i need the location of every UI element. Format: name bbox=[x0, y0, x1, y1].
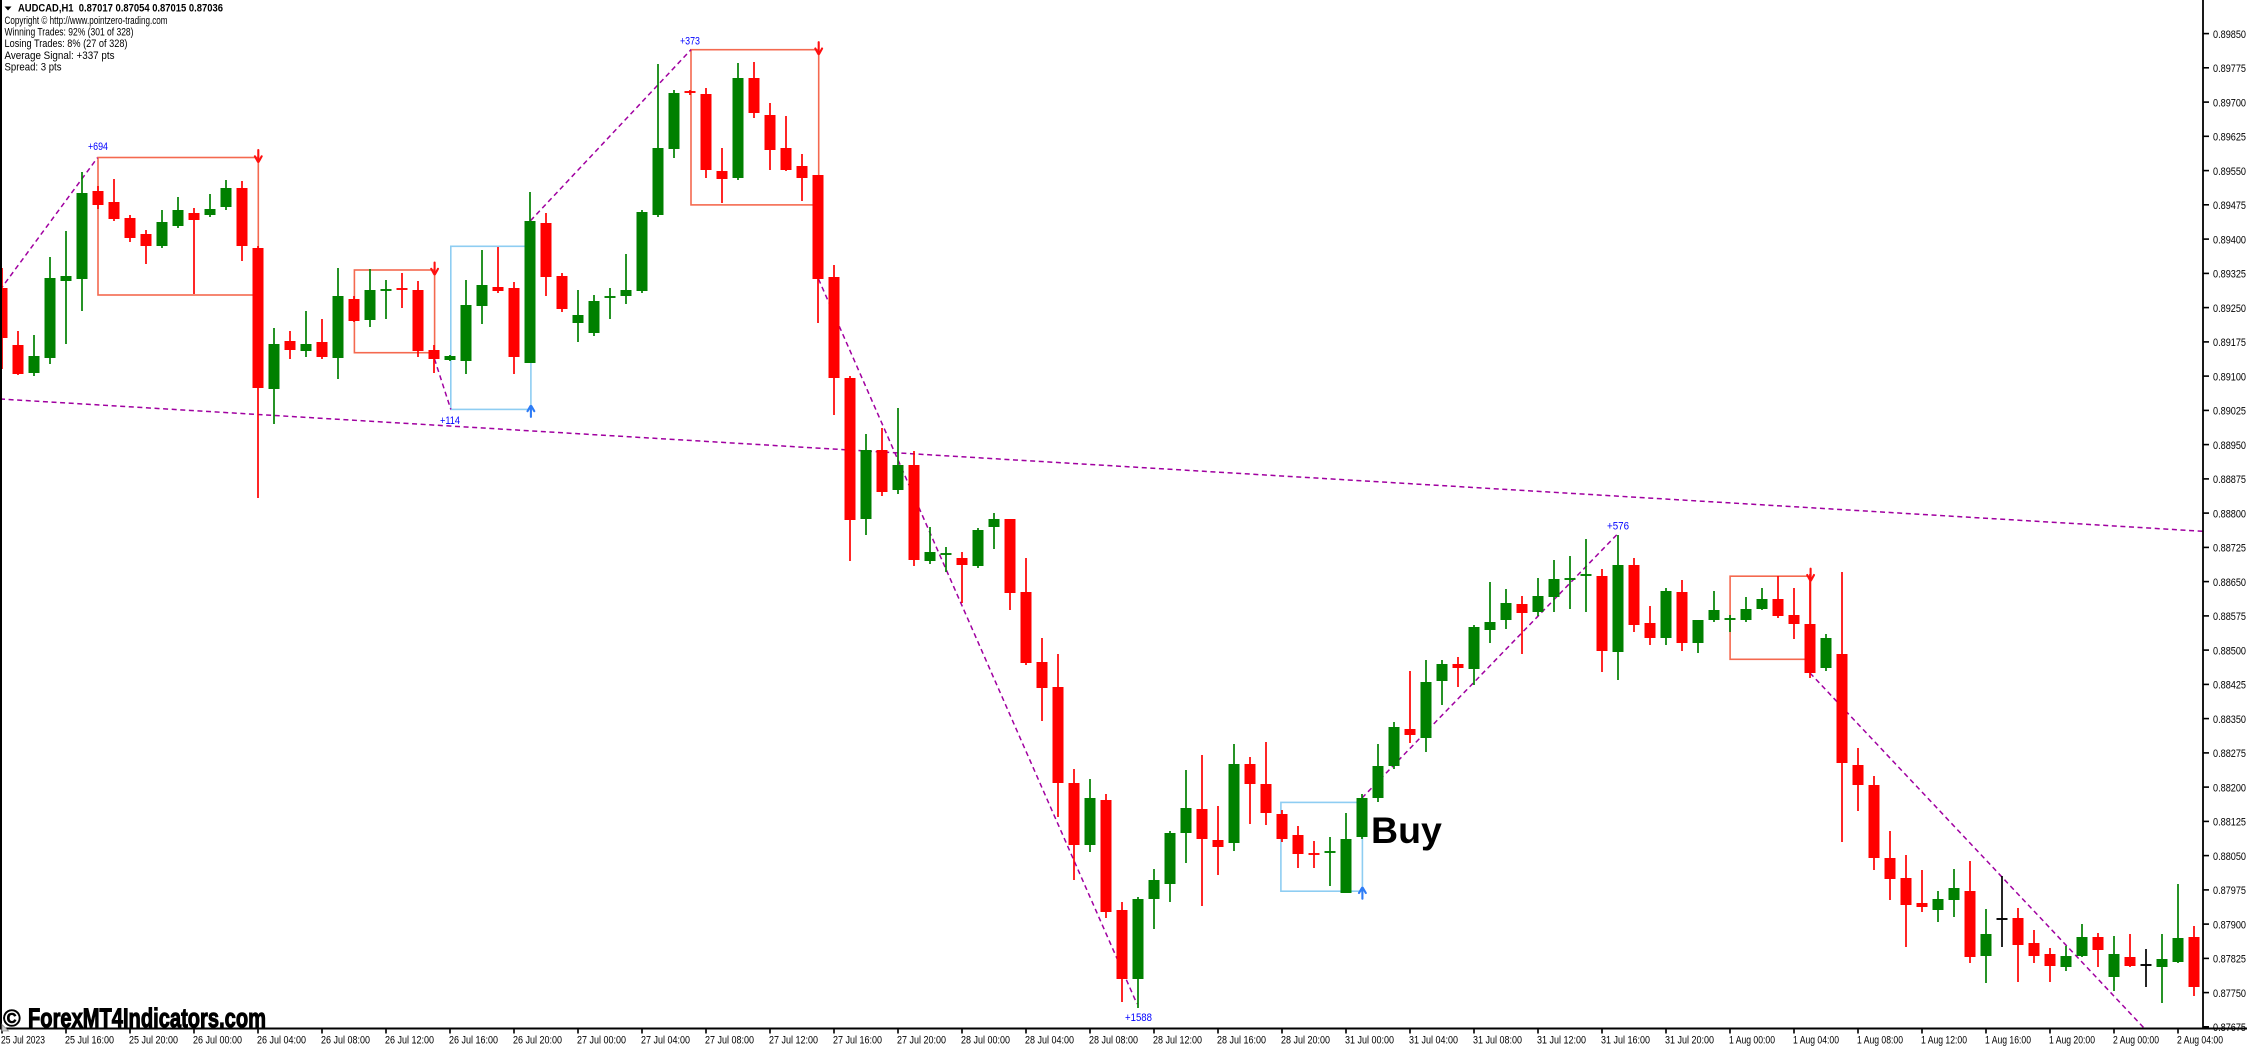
svg-text:28 Jul 00:00: 28 Jul 00:00 bbox=[961, 1035, 1010, 1047]
svg-text:1 Aug 12:00: 1 Aug 12:00 bbox=[1921, 1035, 1967, 1047]
svg-text:0.88350: 0.88350 bbox=[2213, 714, 2246, 726]
svg-text:0.87750: 0.87750 bbox=[2213, 988, 2246, 1000]
svg-text:26 Jul 20:00: 26 Jul 20:00 bbox=[513, 1035, 562, 1047]
svg-text:0.89250: 0.89250 bbox=[2213, 303, 2246, 315]
svg-text:Spread: 3 pts: Spread: 3 pts bbox=[5, 61, 62, 73]
svg-text:26 Jul 08:00: 26 Jul 08:00 bbox=[321, 1035, 370, 1047]
svg-text:0.88425: 0.88425 bbox=[2213, 680, 2246, 692]
svg-text:25 Jul 20:00: 25 Jul 20:00 bbox=[129, 1035, 178, 1047]
svg-text:0.88650: 0.88650 bbox=[2213, 577, 2246, 589]
svg-text:25 Jul 2023: 25 Jul 2023 bbox=[1, 1035, 45, 1047]
svg-text:+694: +694 bbox=[88, 141, 108, 153]
svg-text:0.88275: 0.88275 bbox=[2213, 748, 2246, 760]
svg-text:0.89475: 0.89475 bbox=[2213, 200, 2246, 212]
svg-text:28 Jul 12:00: 28 Jul 12:00 bbox=[1153, 1035, 1202, 1047]
svg-text:27 Jul 12:00: 27 Jul 12:00 bbox=[769, 1035, 818, 1047]
svg-text:+1588: +1588 bbox=[1125, 1012, 1152, 1024]
svg-text:26 Jul 04:00: 26 Jul 04:00 bbox=[257, 1035, 306, 1047]
svg-text:27 Jul 08:00: 27 Jul 08:00 bbox=[705, 1035, 754, 1047]
svg-text:+373: +373 bbox=[680, 36, 700, 48]
svg-text:0.88050: 0.88050 bbox=[2213, 851, 2246, 863]
svg-text:26 Jul 00:00: 26 Jul 00:00 bbox=[193, 1035, 242, 1047]
svg-text:Losing Trades: 8% (27 of 328): Losing Trades: 8% (27 of 328) bbox=[5, 38, 128, 50]
svg-text:28 Jul 04:00: 28 Jul 04:00 bbox=[1025, 1035, 1074, 1047]
svg-text:ForexMT4Indicators.com: ForexMT4Indicators.com bbox=[28, 1003, 266, 1033]
svg-text:27 Jul 00:00: 27 Jul 00:00 bbox=[577, 1035, 626, 1047]
svg-text:25 Jul 16:00: 25 Jul 16:00 bbox=[65, 1035, 114, 1047]
svg-text:31 Jul 16:00: 31 Jul 16:00 bbox=[1601, 1035, 1650, 1047]
svg-text:0.88575: 0.88575 bbox=[2213, 611, 2246, 623]
svg-text:1 Aug 20:00: 1 Aug 20:00 bbox=[2049, 1035, 2095, 1047]
svg-text:+576: +576 bbox=[1607, 521, 1629, 533]
svg-text:31 Jul 08:00: 31 Jul 08:00 bbox=[1473, 1035, 1522, 1047]
svg-text:0.88200: 0.88200 bbox=[2213, 782, 2246, 794]
svg-text:1 Aug 04:00: 1 Aug 04:00 bbox=[1793, 1035, 1839, 1047]
svg-text:0.88125: 0.88125 bbox=[2213, 817, 2246, 829]
svg-text:1 Aug 00:00: 1 Aug 00:00 bbox=[1729, 1035, 1775, 1047]
svg-text:0.89325: 0.89325 bbox=[2213, 269, 2246, 281]
svg-text:28 Jul 16:00: 28 Jul 16:00 bbox=[1217, 1035, 1266, 1047]
svg-text:0.88725: 0.88725 bbox=[2213, 543, 2246, 555]
svg-text:0.87900: 0.87900 bbox=[2213, 919, 2246, 931]
svg-text:0.87825: 0.87825 bbox=[2213, 954, 2246, 966]
svg-text:1 Aug 08:00: 1 Aug 08:00 bbox=[1857, 1035, 1903, 1047]
svg-text:31 Jul 20:00: 31 Jul 20:00 bbox=[1665, 1035, 1714, 1047]
svg-text:©: © bbox=[3, 1006, 21, 1033]
svg-text:0.89700: 0.89700 bbox=[2213, 97, 2246, 109]
svg-text:28 Jul 08:00: 28 Jul 08:00 bbox=[1089, 1035, 1138, 1047]
svg-text:27 Jul 04:00: 27 Jul 04:00 bbox=[641, 1035, 690, 1047]
svg-text:+114: +114 bbox=[440, 415, 460, 427]
svg-text:0.89100: 0.89100 bbox=[2213, 371, 2246, 383]
svg-text:Winning Trades: 92% (301 of 32: Winning Trades: 92% (301 of 328) bbox=[5, 27, 134, 39]
svg-text:0.88800: 0.88800 bbox=[2213, 508, 2246, 520]
svg-text:31 Jul 04:00: 31 Jul 04:00 bbox=[1409, 1035, 1458, 1047]
svg-text:0.88500: 0.88500 bbox=[2213, 645, 2246, 657]
svg-text:0.89025: 0.89025 bbox=[2213, 406, 2246, 418]
svg-text:2 Aug 04:00: 2 Aug 04:00 bbox=[2177, 1035, 2223, 1047]
svg-text:1 Aug 16:00: 1 Aug 16:00 bbox=[1985, 1035, 2031, 1047]
svg-text:0.87675: 0.87675 bbox=[2213, 1022, 2246, 1034]
svg-text:Average Signal: +337 pts: Average Signal: +337 pts bbox=[5, 50, 115, 62]
svg-text:0.89625: 0.89625 bbox=[2213, 132, 2246, 144]
svg-text:0.89850: 0.89850 bbox=[2213, 29, 2246, 41]
svg-text:31 Jul 00:00: 31 Jul 00:00 bbox=[1345, 1035, 1394, 1047]
svg-text:0.87975: 0.87975 bbox=[2213, 885, 2246, 897]
svg-text:0.89175: 0.89175 bbox=[2213, 337, 2246, 349]
svg-text:28 Jul 20:00: 28 Jul 20:00 bbox=[1281, 1035, 1330, 1047]
svg-text:26 Jul 12:00: 26 Jul 12:00 bbox=[385, 1035, 434, 1047]
svg-text:0.89400: 0.89400 bbox=[2213, 234, 2246, 246]
svg-text:27 Jul 20:00: 27 Jul 20:00 bbox=[897, 1035, 946, 1047]
svg-text:0.89550: 0.89550 bbox=[2213, 166, 2246, 178]
svg-text:AUDCAD,H1 0.87017 0.87054 0.8: AUDCAD,H1 0.87017 0.87054 0.87015 0.8703… bbox=[18, 3, 223, 15]
svg-text:0.88950: 0.88950 bbox=[2213, 440, 2246, 452]
svg-text:0.89775: 0.89775 bbox=[2213, 63, 2246, 75]
svg-text:Copyright © http://www.pointze: Copyright © http://www.pointzero-trading… bbox=[5, 15, 168, 27]
svg-text:Buy: Buy bbox=[1371, 809, 1442, 851]
svg-text:2 Aug 00:00: 2 Aug 00:00 bbox=[2113, 1035, 2159, 1047]
svg-text:0.88875: 0.88875 bbox=[2213, 474, 2246, 486]
svg-text:27 Jul 16:00: 27 Jul 16:00 bbox=[833, 1035, 882, 1047]
svg-text:31 Jul 12:00: 31 Jul 12:00 bbox=[1537, 1035, 1586, 1047]
svg-text:26 Jul 16:00: 26 Jul 16:00 bbox=[449, 1035, 498, 1047]
